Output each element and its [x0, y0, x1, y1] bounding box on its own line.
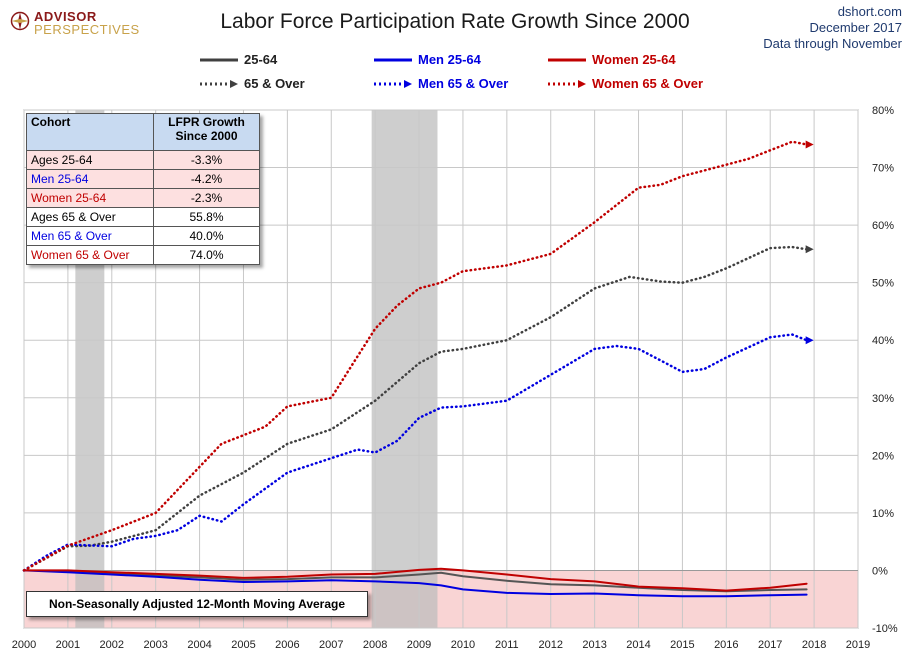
compass-icon	[10, 11, 30, 31]
methodology-note: Non-Seasonally Adjusted 12-Month Moving …	[26, 591, 368, 617]
series-end-arrow	[805, 245, 814, 254]
table-cell-growth: 74.0%	[153, 245, 260, 265]
table-header-row: Cohort LFPR Growth Since 2000	[26, 113, 260, 151]
y-tick-label: 50%	[872, 278, 894, 290]
legend-item-65-over: 65 & Over	[200, 76, 305, 91]
table-row: Men 65 & Over 40.0%	[26, 226, 260, 246]
x-tick-label: 2000	[12, 639, 36, 651]
chart-title: Labor Force Participation Rate Growth Si…	[220, 10, 690, 33]
x-tick-label: 2002	[100, 639, 124, 651]
x-tick-label: 2006	[275, 639, 299, 651]
table-cell-cohort: Men 25-64	[26, 169, 154, 189]
x-tick-label: 2018	[802, 639, 826, 651]
source-data-through: Data through November	[763, 36, 902, 51]
table-header-cohort: Cohort	[26, 113, 154, 151]
y-tick-label: 30%	[872, 393, 894, 405]
series-line	[23, 567, 808, 592]
x-tick-label: 2010	[451, 639, 475, 651]
chart-legend: 25-64 Men 25-64 Women 25-64 65 & Over Me…	[0, 50, 910, 96]
table-row: Ages 25-64 -3.3%	[26, 150, 260, 170]
legend-item-men-25-64: Men 25-64	[374, 52, 481, 67]
x-tick-label: 2015	[670, 639, 694, 651]
y-tick-label: 70%	[872, 163, 894, 175]
legend-swatch	[200, 79, 238, 88]
table-cell-cohort: Women 25-64	[26, 188, 154, 208]
y-tick-label: 10%	[872, 508, 894, 520]
y-tick-label: -10%	[872, 623, 898, 635]
table-cell-growth: 40.0%	[153, 226, 260, 246]
source-date: December 2017	[809, 20, 903, 35]
x-tick-label: 2016	[714, 639, 738, 651]
x-tick-label: 2001	[56, 639, 80, 651]
series-line	[22, 140, 808, 572]
table-cell-cohort: Ages 25-64	[26, 150, 154, 170]
source-site: dshort.com	[837, 4, 902, 19]
table-row: Men 25-64 -4.2%	[26, 169, 260, 189]
table-cell-cohort: Ages 65 & Over	[26, 207, 154, 227]
table-cell-cohort: Men 65 & Over	[26, 226, 154, 246]
table-row: Ages 65 & Over 55.8%	[26, 207, 260, 227]
y-tick-label: 40%	[872, 335, 894, 347]
legend-swatch	[374, 58, 412, 61]
advisor-perspectives-logo: ADVISOR PERSPECTIVES	[8, 8, 148, 38]
series-line	[23, 569, 808, 593]
y-tick-label: 0%	[872, 565, 888, 577]
y-tick-label: 20%	[872, 450, 894, 462]
x-tick-label: 2009	[407, 639, 431, 651]
x-tick-label: 2019	[846, 639, 870, 651]
x-tick-label: 2017	[758, 639, 782, 651]
table-row: Women 25-64 -2.3%	[26, 188, 260, 208]
series-line	[23, 569, 808, 598]
logo-text-bottom: PERSPECTIVES	[34, 22, 140, 37]
legend-item-women-65-over: Women 65 & Over	[548, 76, 703, 91]
legend-swatch	[200, 58, 238, 61]
table-row: Women 65 & Over 74.0%	[26, 245, 260, 265]
legend-item-women-25-64: Women 25-64	[548, 52, 676, 67]
series-line	[22, 245, 808, 572]
legend-item-25-64: 25-64	[200, 52, 277, 67]
x-tick-label: 2005	[231, 639, 255, 651]
legend-swatch	[374, 79, 412, 88]
source-info: dshort.com December 2017 Data through No…	[763, 4, 902, 52]
x-tick-label: 2014	[626, 639, 650, 651]
table-cell-growth: -3.3%	[153, 150, 260, 170]
x-tick-label: 2008	[363, 639, 387, 651]
legend-item-men-65-over: Men 65 & Over	[374, 76, 508, 91]
legend-swatch	[548, 79, 586, 88]
table-cell-cohort: Women 65 & Over	[26, 245, 154, 265]
table-header-growth: LFPR Growth Since 2000	[153, 113, 260, 151]
x-tick-label: 2011	[495, 639, 519, 651]
x-tick-label: 2012	[538, 639, 562, 651]
x-tick-label: 2003	[143, 639, 167, 651]
legend-swatch	[548, 58, 586, 61]
x-tick-label: 2004	[187, 639, 211, 651]
growth-table: Cohort LFPR Growth Since 2000 Ages 25-64…	[26, 113, 260, 265]
table-cell-growth: -4.2%	[153, 169, 260, 189]
series-end-arrow	[805, 140, 814, 149]
recession-bar	[371, 110, 438, 628]
series-end-arrow	[805, 336, 814, 345]
y-tick-label: 60%	[872, 220, 894, 232]
series-line	[22, 333, 808, 572]
table-cell-growth: 55.8%	[153, 207, 260, 227]
x-tick-label: 2007	[319, 639, 343, 651]
y-tick-label: 80%	[872, 105, 894, 117]
table-cell-growth: -2.3%	[153, 188, 260, 208]
x-tick-label: 2013	[582, 639, 606, 651]
logo-text-top: ADVISOR	[34, 9, 97, 24]
